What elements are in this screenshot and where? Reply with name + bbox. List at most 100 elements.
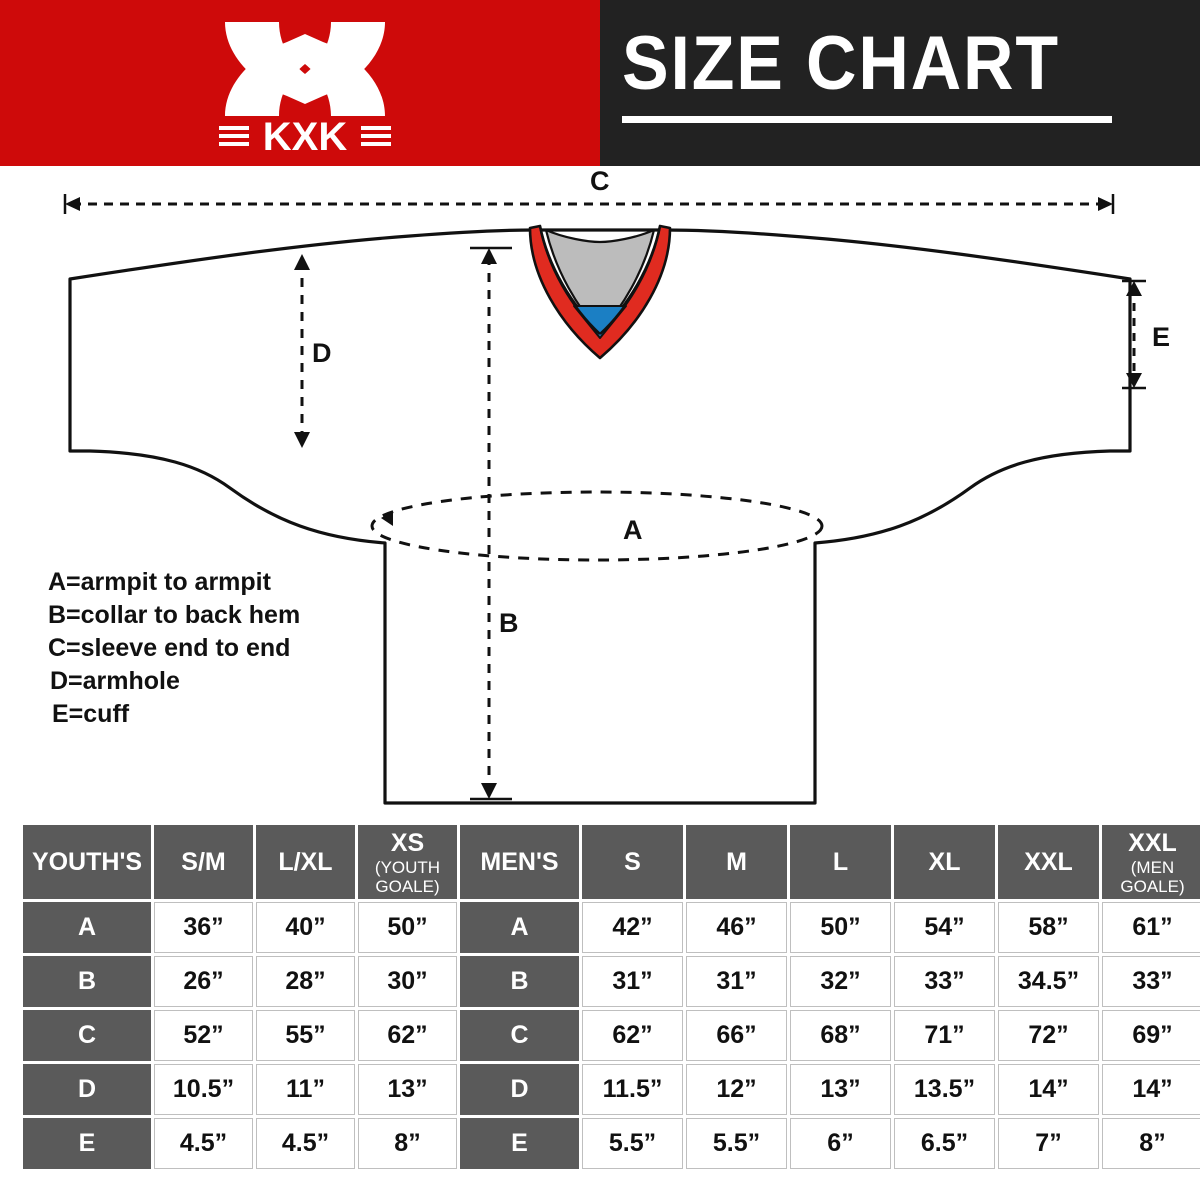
cell-men-l: 68” [790, 1010, 891, 1061]
cell-youth-sm: 36” [154, 902, 253, 953]
col-header-label: M [726, 847, 747, 876]
cell-men-xxl: 14” [998, 1064, 1099, 1115]
col-header-l: L [790, 825, 891, 899]
title-underline [622, 116, 1112, 123]
col-header-label: L/XL [278, 847, 333, 876]
cell-men-m: 12” [686, 1064, 787, 1115]
brand-wordmark: KXK [263, 115, 348, 154]
legend-item-a: A=armpit to armpit [48, 568, 272, 596]
cell-men-xxl: 58” [998, 902, 1099, 953]
cell-men-s: 62” [582, 1010, 683, 1061]
col-header-label: S [624, 847, 641, 876]
cell-youth-sm: 52” [154, 1010, 253, 1061]
col-header-xxl-men-goale: XXL (MEN GOALE) [1102, 825, 1200, 899]
dimension-label-b: B [499, 608, 519, 638]
cell-youth-xs: 50” [358, 902, 457, 953]
cell-men-m: 31” [686, 956, 787, 1007]
col-header-lxl: L/XL [256, 825, 355, 899]
cell-youth-xs: 8” [358, 1118, 457, 1169]
table-row: E 4.5” 4.5” 8” E 5.5” 5.5” 6” 6.5” 7” 8” [23, 1118, 1200, 1169]
cell-youth-lxl: 55” [256, 1010, 355, 1061]
cell-youth-xs: 62” [358, 1010, 457, 1061]
col-header-label: L [832, 847, 849, 876]
cell-men-s: 5.5” [582, 1118, 683, 1169]
dimension-e: E [1122, 279, 1170, 390]
cell-men-m: 66” [686, 1010, 787, 1061]
col-header-s: S [582, 825, 683, 899]
cell-youth-sm: 10.5” [154, 1064, 253, 1115]
legend: A=armpit to armpit B=collar to back hem … [48, 568, 300, 728]
row-key-youth: A [23, 902, 151, 953]
row-key-youth: E [23, 1118, 151, 1169]
col-header-mens: MEN'S [460, 825, 579, 899]
row-key-men: D [460, 1064, 579, 1115]
cell-youth-lxl: 4.5” [256, 1118, 355, 1169]
cell-men-xxl: 72” [998, 1010, 1099, 1061]
row-key-youth: D [23, 1064, 151, 1115]
cell-men-xl: 6.5” [894, 1118, 995, 1169]
cell-youth-sm: 4.5” [154, 1118, 253, 1169]
col-header-sm: S/M [154, 825, 253, 899]
col-header-youths: YOUTH'S [23, 825, 151, 899]
cell-men-xxl: 34.5” [998, 956, 1099, 1007]
jersey-outline [68, 228, 1132, 805]
col-header-xxl: XXL [998, 825, 1099, 899]
col-header-sublabel: (YOUTH GOALE) [374, 857, 441, 896]
dimension-a: A [370, 490, 824, 562]
page-title: SIZE CHART [622, 21, 1060, 106]
cell-men-xxl: 7” [998, 1118, 1099, 1169]
cell-youth-lxl: 40” [256, 902, 355, 953]
cell-men-xl: 54” [894, 902, 995, 953]
col-header-label: XL [928, 847, 961, 876]
cell-men-xxl-goale: 14” [1102, 1064, 1200, 1115]
cell-youth-xs: 13” [358, 1064, 457, 1115]
table-body: A 36” 40” 50” A 42” 46” 50” 54” 58” 61” … [23, 902, 1200, 1169]
dimension-label-c: C [590, 166, 610, 196]
col-header-label: YOUTH'S [31, 847, 143, 876]
table-row: D 10.5” 11” 13” D 11.5” 12” 13” 13.5” 14… [23, 1064, 1200, 1115]
cell-men-m: 46” [686, 902, 787, 953]
cell-men-xxl-goale: 8” [1102, 1118, 1200, 1169]
title-block: SIZE CHART [622, 16, 1162, 123]
cell-youth-xs: 30” [358, 956, 457, 1007]
dimension-label-a: A [623, 515, 643, 545]
cell-men-xxl-goale: 61” [1102, 902, 1200, 953]
legend-item-c: C=sleeve end to end [48, 634, 290, 662]
dimension-c: C [63, 166, 1115, 214]
dimension-d: D [294, 254, 332, 448]
legend-item-d: D=armhole [50, 667, 180, 695]
dimension-b: B [470, 246, 519, 801]
cell-men-xl: 71” [894, 1010, 995, 1061]
page-header: KXK SIZE CHART [0, 0, 1200, 166]
row-key-men: B [460, 956, 579, 1007]
cell-men-xxl-goale: 33” [1102, 956, 1200, 1007]
col-header-m: M [686, 825, 787, 899]
cell-men-xxl-goale: 69” [1102, 1010, 1200, 1061]
legend-item-b: B=collar to back hem [48, 601, 300, 629]
cell-men-l: 50” [790, 902, 891, 953]
table-row: A 36” 40” 50” A 42” 46” 50” 54” 58” 61” [23, 902, 1200, 953]
row-key-men: C [460, 1010, 579, 1061]
cell-men-s: 31” [582, 956, 683, 1007]
cell-men-xl: 33” [894, 956, 995, 1007]
jersey-collar [528, 224, 672, 360]
row-key-youth: B [23, 956, 151, 1007]
col-header-xl: XL [894, 825, 995, 899]
col-header-label: S/M [181, 847, 226, 876]
title-panel: SIZE CHART [600, 0, 1200, 166]
cell-men-l: 6” [790, 1118, 891, 1169]
col-header-label: XXL [1128, 828, 1177, 857]
col-header-label: XXL [1024, 847, 1073, 876]
col-header-xs-youth-goale: XS (YOUTH GOALE) [358, 825, 457, 899]
table-row: C 52” 55” 62” C 62” 66” 68” 71” 72” 69” [23, 1010, 1200, 1061]
cell-youth-sm: 26” [154, 956, 253, 1007]
col-header-label: XS [390, 828, 425, 857]
row-key-men: E [460, 1118, 579, 1169]
dimension-label-d: D [312, 338, 332, 368]
jersey-diagram-svg: C D [48, 166, 1170, 805]
jersey-diagram: C D [0, 166, 1200, 820]
cell-men-l: 13” [790, 1064, 891, 1115]
legend-item-e: E=cuff [52, 700, 130, 728]
cell-men-s: 11.5” [582, 1064, 683, 1115]
table-row: B 26” 28” 30” B 31” 31” 32” 33” 34.5” 33… [23, 956, 1200, 1007]
